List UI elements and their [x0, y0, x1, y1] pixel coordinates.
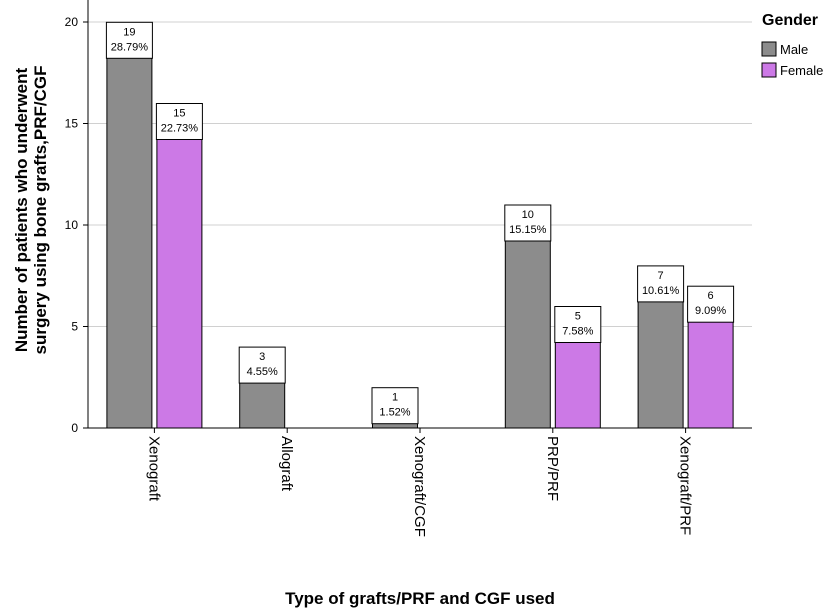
y-axis-ticks: 0 5 10 15 20 [65, 15, 88, 435]
y-axis-title-line-1: Number of patients who underwent [12, 68, 31, 353]
data-label-box [637, 265, 685, 303]
y-tick-label: 0 [71, 421, 78, 435]
data-label-box [105, 21, 153, 59]
legend-title: Gender [762, 12, 818, 29]
data-labels: 19 28.79% 15 22.73% 3 4.55% 1 1.52% 10 15.15% 5 7.5… [105, 21, 735, 425]
y-axis-title-line-2: surgery using bone grafts,PRF/CGF [31, 65, 50, 354]
x-category-label: Xenograft [145, 436, 162, 502]
x-axis-categories: Xenograft Allograft Xenograft/CGF PRP/PRF Xe… [145, 428, 694, 537]
data-label-box [687, 285, 735, 323]
y-tick-label: 20 [65, 15, 79, 29]
x-axis-title: Type of grafts/PRF and CGF used [285, 589, 555, 608]
legend-swatch-female [761, 62, 777, 78]
y-tick-label: 15 [65, 117, 79, 131]
y-tick-label: 5 [71, 320, 78, 334]
data-label-count: 15 [173, 108, 185, 120]
data-label-count: 6 [708, 290, 714, 302]
bar-female [156, 123, 203, 429]
data-label-percent: 4.55% [247, 366, 278, 378]
data-label-box [155, 103, 203, 140]
data-label-count: 19 [123, 26, 135, 38]
data-label-box [554, 306, 602, 343]
bar-male [106, 41, 153, 429]
data-label-count: 7 [658, 270, 664, 282]
bar-female [687, 305, 734, 429]
legend: Gender Male Female [761, 12, 823, 78]
y-tick-label: 10 [65, 218, 79, 232]
bar-male [637, 285, 684, 429]
data-label-count: 3 [259, 351, 265, 363]
x-category-label: Xenograft/CGF [411, 436, 428, 537]
data-label-count: 10 [522, 209, 534, 221]
x-category-label: Allograft [278, 436, 295, 492]
x-category-label: PRP/PRF [544, 436, 561, 501]
data-label-box [504, 204, 552, 242]
data-label-box [371, 387, 419, 425]
bar-male [504, 224, 551, 429]
x-category-label: Xenograft/PRF [677, 436, 694, 535]
data-label-percent: 28.79% [111, 41, 149, 53]
bars [106, 41, 734, 429]
data-label-percent: 10.61% [642, 285, 680, 297]
data-label-percent: 22.73% [161, 123, 199, 135]
legend-items: Male Female [761, 41, 823, 78]
data-label-count: 5 [575, 311, 581, 323]
data-label-count: 1 [392, 392, 398, 404]
legend-label-female: Female [780, 63, 823, 78]
data-label-box [238, 346, 286, 384]
data-label-percent: 1.52% [379, 407, 410, 419]
legend-label-male: Male [780, 42, 808, 57]
data-label-percent: 7.58% [562, 326, 593, 338]
data-label-percent: 15.15% [509, 224, 547, 236]
y-axis-title: Number of patients who underwent surgery… [12, 65, 50, 354]
data-label-percent: 9.09% [695, 305, 726, 317]
legend-swatch-male [761, 41, 777, 57]
